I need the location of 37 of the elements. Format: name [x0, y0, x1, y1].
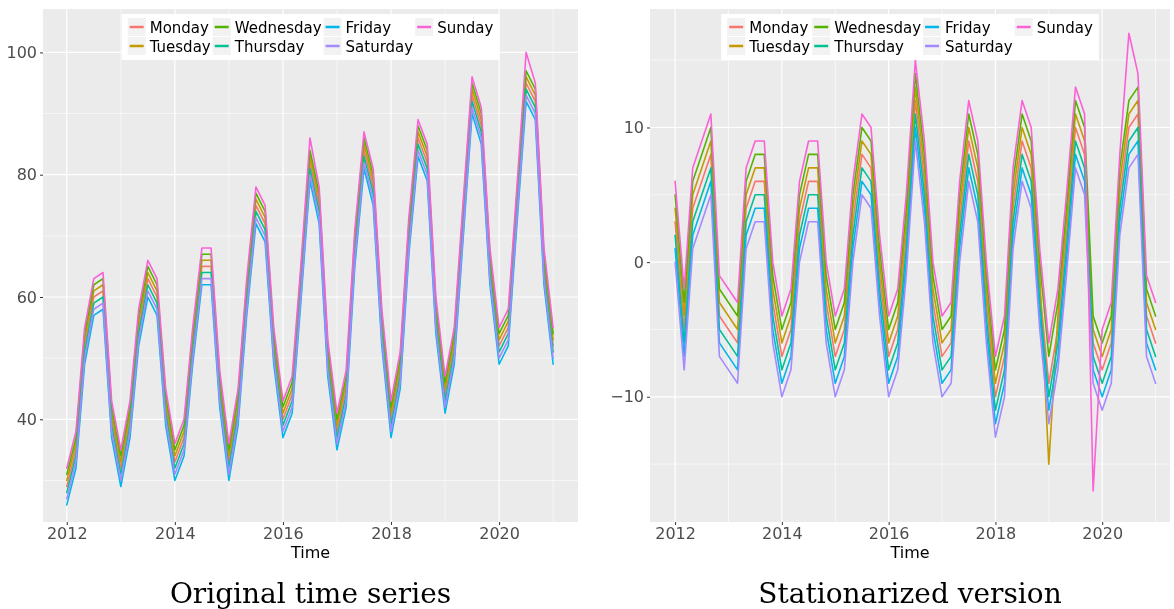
line-series: [674, 72, 1157, 371]
y-tick-label: 80: [16, 165, 37, 185]
y-tick-label: 40: [16, 409, 37, 429]
legend-label: Wednesday: [234, 19, 322, 37]
legend-label: Wednesday: [834, 19, 922, 37]
y-tick-label: 10: [623, 118, 644, 138]
legend-label: Friday: [945, 19, 991, 37]
legend-label: Sunday: [437, 19, 494, 37]
legend-label: Friday: [345, 19, 392, 37]
legend-label: Thursday: [833, 38, 905, 56]
x-tick-label: 2014: [155, 524, 196, 544]
x-tick-label: 2018: [975, 524, 1017, 544]
legend-label: Saturday: [945, 38, 1013, 56]
x-tick-label: 2014: [762, 524, 803, 544]
x-axis-title: Time: [889, 543, 930, 562]
y-tick-label: −10: [610, 387, 644, 407]
y-tick-label: 60: [16, 287, 37, 307]
x-tick-label: 2016: [263, 524, 304, 544]
line-series: [674, 86, 1157, 465]
x-tick-label: 2020: [479, 524, 520, 544]
legend-label: Sunday: [1036, 19, 1093, 37]
text: Stationarized version: [758, 577, 1062, 609]
legend-label: Saturday: [345, 38, 414, 56]
x-tick-label: 2020: [1082, 524, 1124, 544]
x-tick-label: 2016: [868, 524, 910, 544]
legend-label: Monday: [749, 19, 809, 37]
legend-label: Tuesday: [748, 38, 811, 56]
y-tick-label: 0: [633, 252, 644, 272]
legend-label: Tuesday: [148, 38, 211, 56]
x-tick-label: 2018: [371, 524, 412, 544]
x-tick-label: 2012: [46, 524, 88, 544]
legend-label: Thursday: [233, 38, 305, 56]
x-axis-title: Time: [289, 543, 331, 562]
y-tick-label: 100: [6, 43, 37, 63]
x-tick-label: 2012: [655, 524, 696, 544]
text: Original time series: [169, 577, 452, 609]
legend-label: Monday: [149, 19, 210, 37]
